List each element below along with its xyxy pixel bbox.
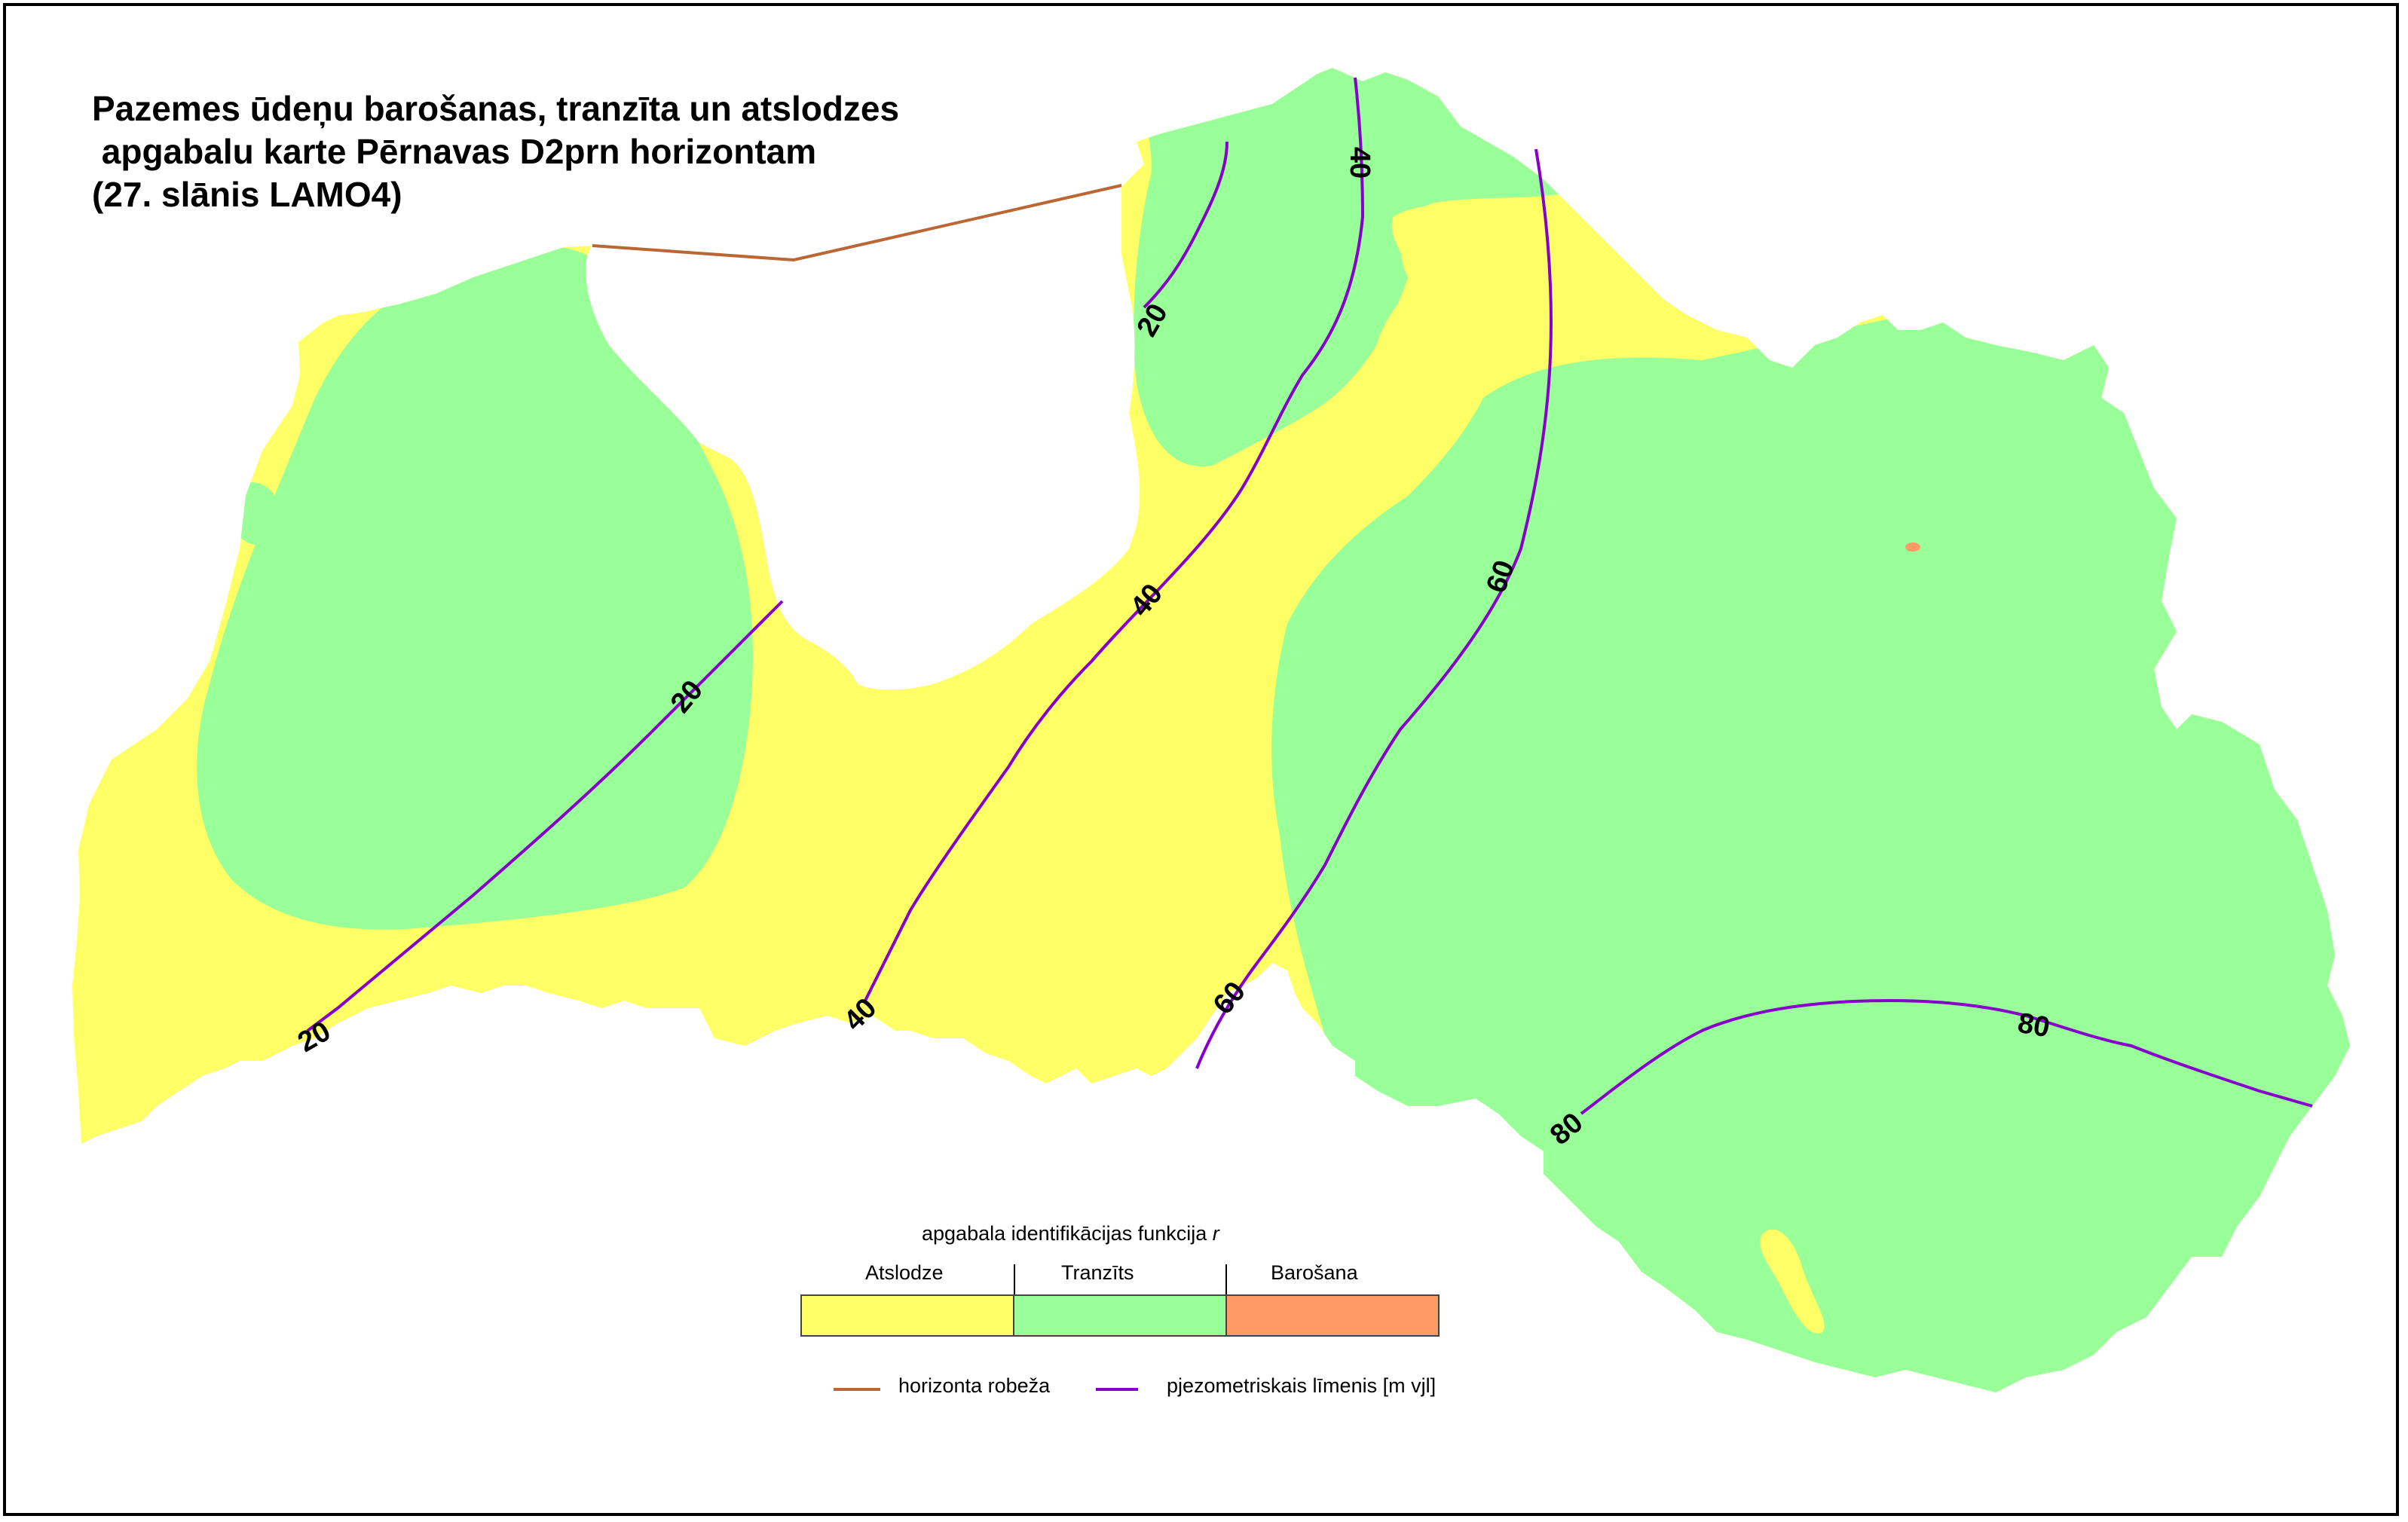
tranzits-zone-east [1271, 292, 2350, 1392]
map-title-line-3: (27. slānis LAMO4) [92, 175, 402, 214]
legend-title: apgabala identifikācijas funkcija r [922, 1222, 1219, 1245]
map-title-line-2: apgabalu karte Pērnavas D2prn horizontam [92, 132, 817, 171]
map-title-line-1: Pazemes ūdeņu barošanas, tranzīta un ats… [92, 89, 900, 128]
map-frame: 20 20 20 40 40 40 60 60 80 80 Pazemes ūdeņu baroš… [3, 3, 2399, 1516]
barosana-spot [1905, 542, 1920, 552]
legend-label-isoline: pjezometriskais līmenis [m vjl] [1167, 1374, 1437, 1397]
tranzits-zone-kurzeme [197, 245, 753, 930]
tranzits-zone-north [1134, 68, 1589, 467]
legend-tick-2 [1225, 1264, 1227, 1297]
legend-title-variable: r [1212, 1222, 1219, 1245]
isoline-20-north [1143, 141, 1228, 309]
isoline-80 [1580, 998, 2313, 1115]
isoline-40 [864, 77, 1365, 1001]
legend-line-horizon-boundary [834, 1388, 880, 1391]
horizon-boundary-line [592, 184, 1122, 262]
isoline-20-west [306, 600, 784, 1032]
atslodze-islands [1372, 206, 1825, 1334]
legend-tick-1 [1014, 1264, 1015, 1297]
atslodze-island-southeast [1760, 1229, 1825, 1334]
legend-label-horizon-boundary: horizonta robeža [898, 1374, 1051, 1397]
legend-label-atslodze: Atslodze [865, 1261, 944, 1284]
isoline-60 [1195, 148, 1553, 1069]
isolines [306, 77, 2313, 1115]
legend-title-text: apgabala identifikācijas funkcija [922, 1222, 1207, 1245]
legend-swatch-tranzits [1013, 1294, 1227, 1337]
legend-swatch-atslodze [800, 1294, 1014, 1337]
isoline-label-80-east: 80 [2015, 1007, 2052, 1044]
legend-line-isoline [1096, 1388, 1138, 1391]
legend-label-barosana: Barošana [1271, 1261, 1358, 1284]
legend-swatch-barosana [1225, 1294, 1440, 1337]
isoline-label-40-north: 40 [1344, 147, 1375, 179]
atslodze-island-north [1372, 206, 1509, 399]
legend-label-tranzits: Tranzīts [1061, 1261, 1134, 1284]
